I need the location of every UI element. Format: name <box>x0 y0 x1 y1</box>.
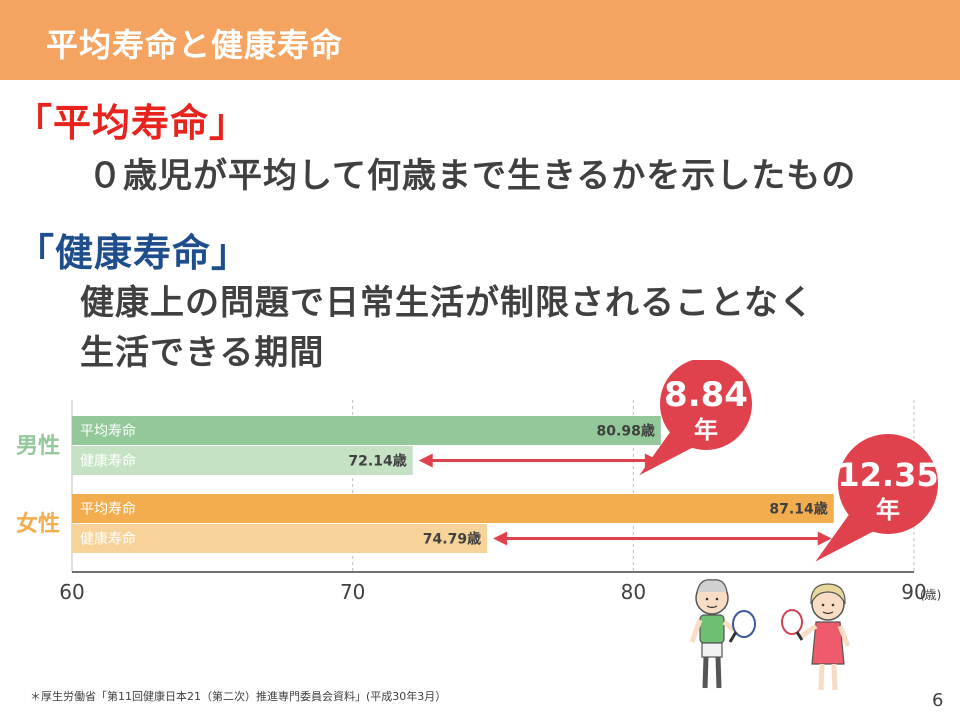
slide-header: 平均寿命と健康寿命 <box>0 0 960 80</box>
elderly-couple-tennis-illustration <box>689 579 851 691</box>
bar-category-label: 平均寿命 <box>80 423 136 440</box>
bar-category-label: 健康寿命 <box>80 453 136 470</box>
bar-value-label: 72.14歳 <box>348 453 406 470</box>
term-average-life: 「平均寿命」 <box>14 101 249 145</box>
bar-category-label: 平均寿命 <box>80 501 136 518</box>
bar-value-label: 74.79歳 <box>423 531 481 548</box>
source-footnote: ＊厚生労働省「第11回健康日本21（第二次）推進専門委員会資料」(平成30年3月… <box>30 690 447 703</box>
term-healthy-life-description-line2: 生活できる期間 <box>80 333 325 373</box>
gap-arrow-head-left <box>418 453 433 468</box>
term-healthy-life: 「健康寿命」 <box>16 231 251 275</box>
gap-unit: 年 <box>694 416 718 444</box>
gap-bubble <box>660 360 752 450</box>
term-healthy-life-description: 健康上の問題で日常生活が制限されることなく 生活できる期間 <box>80 278 814 378</box>
x-tick-label: 60 <box>59 580 84 604</box>
bar-category-label: 健康寿命 <box>80 531 136 548</box>
group-label: 男性 <box>16 434 60 459</box>
gap-value: 12.35 <box>837 456 938 494</box>
bar <box>72 524 488 553</box>
gap-arrow-head-right <box>817 531 832 546</box>
bar-value-label: 87.14歳 <box>769 501 827 518</box>
gap-value: 8.84 <box>664 375 748 415</box>
x-tick-label: 80 <box>621 580 646 604</box>
x-tick-label: 70 <box>340 580 365 604</box>
term-average-life-description: ０歳児が平均して何歳まで生きるかを示したもの <box>88 156 857 196</box>
slide-title: 平均寿命と健康寿命 <box>46 26 344 64</box>
gap-unit: 年 <box>876 496 900 524</box>
page-number: 6 <box>932 690 944 711</box>
gap-arrow-head-left <box>493 531 508 546</box>
woman-figure <box>781 583 851 691</box>
x-tick-label: 90 <box>901 580 926 604</box>
bar <box>72 494 834 523</box>
x-axis-unit: (歳) <box>920 588 941 602</box>
bar <box>72 416 661 445</box>
group-label: 女性 <box>16 511 60 537</box>
gap-bubble <box>838 434 938 534</box>
term-healthy-life-description-line1: 健康上の問題で日常生活が制限されることなく <box>80 283 814 323</box>
man-figure <box>689 579 756 689</box>
bar <box>72 446 413 475</box>
bar-value-label: 80.98歳 <box>597 423 655 440</box>
